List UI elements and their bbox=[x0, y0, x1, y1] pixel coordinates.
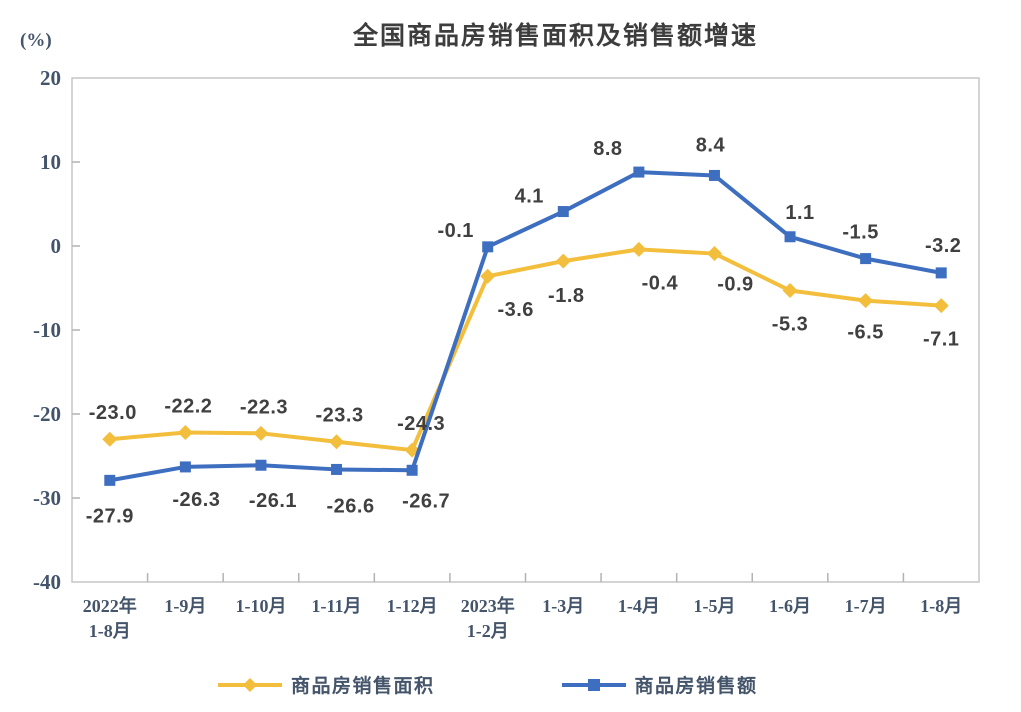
y-axis-tick-label: 20 bbox=[40, 66, 61, 90]
data-label: -7.1 bbox=[923, 329, 959, 351]
marker-sales-area bbox=[253, 425, 269, 441]
data-label: -6.5 bbox=[847, 322, 883, 344]
marker-sales-area bbox=[102, 431, 118, 447]
x-axis-category-label: 2022年 bbox=[83, 595, 137, 616]
y-axis-tick-label: 0 bbox=[51, 234, 62, 258]
marker-sales-amount bbox=[708, 169, 720, 181]
data-label: -26.1 bbox=[249, 490, 297, 512]
data-label: -3.6 bbox=[497, 299, 533, 321]
x-axis-category-label: 1-10月 bbox=[235, 596, 286, 616]
legend-label-sales-area: 商品房销售面积 bbox=[291, 676, 435, 697]
data-label: -24.3 bbox=[397, 413, 445, 435]
marker-sales-area bbox=[782, 283, 798, 299]
marker-sales-amount bbox=[557, 206, 569, 218]
marker-sales-area bbox=[555, 253, 571, 269]
marker-sales-amount bbox=[104, 474, 116, 486]
y-axis-tick-label: -10 bbox=[33, 318, 61, 342]
marker-sales-amount bbox=[406, 464, 418, 476]
data-label: -1.8 bbox=[548, 285, 584, 307]
marker-sales-amount bbox=[331, 463, 343, 475]
marker-sales-amount bbox=[179, 461, 191, 473]
marker-sales-area bbox=[706, 246, 722, 262]
x-axis-category-label: 1-8月 bbox=[89, 621, 131, 641]
x-axis-category-label: 1-2月 bbox=[467, 621, 509, 641]
data-label: -3.2 bbox=[925, 235, 961, 257]
chart-legend: 商品房销售面积 商品房销售额 bbox=[218, 671, 758, 698]
data-label: -5.3 bbox=[772, 314, 808, 336]
data-label: 1.1 bbox=[785, 202, 814, 224]
marker-sales-amount bbox=[255, 459, 267, 471]
marker-sales-amount bbox=[482, 241, 494, 253]
x-axis-category-label: 1-6月 bbox=[769, 596, 811, 616]
marker-sales-area bbox=[631, 241, 647, 257]
marker-sales-area bbox=[329, 434, 345, 450]
marker-sales-amount bbox=[935, 267, 947, 279]
data-label: 4.1 bbox=[515, 186, 544, 208]
marker-sales-area bbox=[177, 424, 193, 440]
data-label: -26.6 bbox=[326, 495, 374, 517]
y-axis-tick-label: -30 bbox=[33, 486, 61, 510]
y-axis-tick-label: -40 bbox=[33, 570, 61, 594]
marker-sales-amount bbox=[633, 166, 645, 178]
x-axis-category-label: 1-5月 bbox=[693, 596, 735, 616]
marker-sales-amount bbox=[784, 231, 796, 243]
marker-sales-area bbox=[480, 268, 496, 284]
marker-sales-area bbox=[858, 293, 874, 309]
legend-label-sales-amount: 商品房销售额 bbox=[634, 676, 758, 697]
x-axis-category-label: 1-3月 bbox=[542, 596, 584, 616]
series-line-sales-amount bbox=[109, 170, 942, 483]
data-label: -0.1 bbox=[437, 220, 473, 242]
y-axis-tick-label: 10 bbox=[40, 150, 61, 174]
data-label: -26.3 bbox=[172, 489, 220, 511]
data-label: -27.9 bbox=[86, 505, 134, 527]
x-axis-category-label: 1-12月 bbox=[387, 596, 438, 616]
data-label: -26.7 bbox=[402, 490, 450, 512]
data-label: -0.9 bbox=[717, 274, 753, 296]
x-axis-category-label: 1-11月 bbox=[312, 596, 362, 616]
data-label: -1.5 bbox=[842, 222, 878, 244]
y-axis-unit-label: (%) bbox=[20, 30, 52, 51]
x-axis-category-label: 1-7月 bbox=[845, 596, 887, 616]
legend-marker-sales-area-icon bbox=[218, 677, 282, 692]
data-label: -22.2 bbox=[164, 395, 212, 417]
x-axis-category-label: 1-9月 bbox=[164, 596, 206, 616]
x-axis-category-label: 1-8月 bbox=[920, 596, 962, 616]
data-label: 8.4 bbox=[696, 134, 726, 156]
data-label: -23.0 bbox=[89, 402, 137, 424]
marker-sales-amount bbox=[860, 253, 872, 265]
x-axis-category-label: 1-4月 bbox=[618, 596, 660, 616]
legend-entry-sales-area: 商品房销售面积 bbox=[218, 671, 435, 698]
data-label: -0.4 bbox=[642, 272, 679, 294]
y-axis-tick-label: -20 bbox=[33, 402, 61, 426]
data-label: -23.3 bbox=[315, 405, 363, 427]
data-label: -22.3 bbox=[240, 396, 288, 418]
chart-title: 全国商品房销售面积及销售额增速 bbox=[352, 22, 758, 50]
legend-marker-sales-amount-icon bbox=[561, 678, 626, 691]
marker-sales-area bbox=[933, 298, 949, 314]
x-axis-category-label: 2023年 bbox=[461, 595, 515, 616]
series-line-sales-area bbox=[109, 247, 942, 453]
legend-entry-sales-amount: 商品房销售额 bbox=[561, 671, 758, 698]
data-label: 8.8 bbox=[593, 138, 622, 160]
